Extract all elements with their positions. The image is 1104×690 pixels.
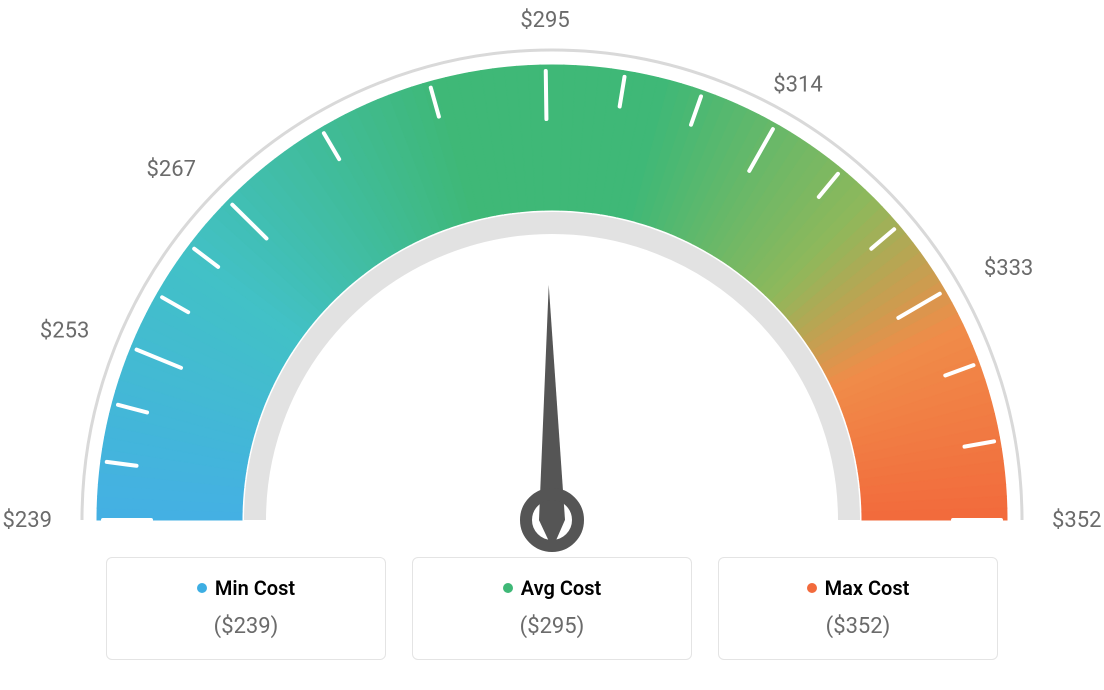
tick-label: $239 xyxy=(3,508,52,533)
needle xyxy=(539,285,565,549)
tick-label: $333 xyxy=(984,256,1033,281)
legend-card-min: Min Cost ($239) xyxy=(106,557,386,660)
legend-card-avg: Avg Cost ($295) xyxy=(412,557,692,660)
legend-min-value: ($239) xyxy=(117,614,375,639)
max-dot-icon xyxy=(807,583,817,593)
legend-max-value: ($352) xyxy=(729,614,987,639)
gauge-chart: $239 $253 $267 $295 $314 $333 $352 xyxy=(0,0,1104,560)
legend-avg-value: ($295) xyxy=(423,614,681,639)
tick-label: $314 xyxy=(773,73,822,98)
legend-row: Min Cost ($239) Avg Cost ($295) Max Cost… xyxy=(106,557,998,660)
legend-avg-label: Avg Cost xyxy=(521,576,602,600)
min-dot-icon xyxy=(197,583,207,593)
legend-min-label: Min Cost xyxy=(215,576,295,600)
tick-label: $295 xyxy=(520,8,569,33)
legend-card-max: Max Cost ($352) xyxy=(718,557,998,660)
tick-label: $267 xyxy=(147,157,196,182)
avg-dot-icon xyxy=(503,583,513,593)
legend-max-label: Max Cost xyxy=(825,576,910,600)
tick-label: $253 xyxy=(40,318,89,343)
tick-label: $352 xyxy=(1052,508,1101,533)
